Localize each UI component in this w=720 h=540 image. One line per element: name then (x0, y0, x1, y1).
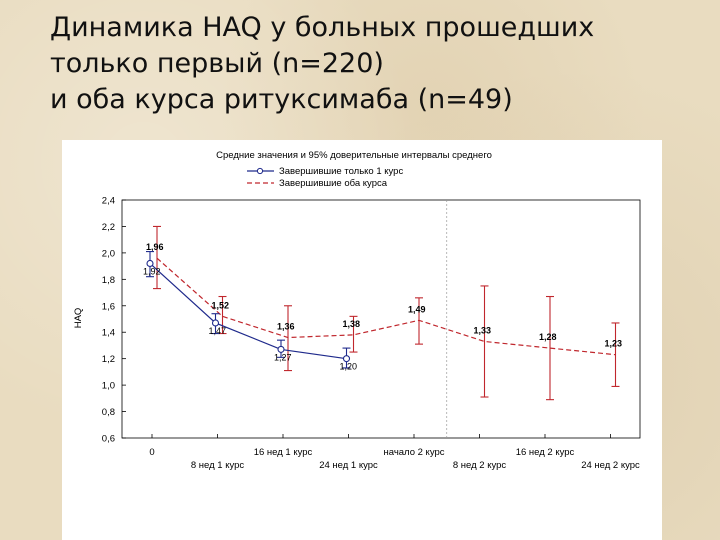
series-2-line (156, 257, 616, 356)
haq-line-chart: Средние значения и 95% доверительные инт… (73, 150, 641, 471)
series-1-line (149, 263, 347, 360)
series-group-1: 1,92 1,47 1,27 1,20 (143, 251, 358, 372)
legend-label-series-1: Завершившие только 1 курс (279, 166, 403, 177)
slide-title: Динамика HAQ у больных прошедших только … (50, 10, 690, 118)
x-tick-label: 8 нед 1 курс (191, 460, 245, 471)
y-tick-label: 0,6 (102, 434, 115, 445)
y-tick-label: 1,0 (102, 381, 115, 392)
series-1-data-label: 1,27 (274, 352, 292, 362)
series-1-data-label: 1,20 (340, 362, 358, 372)
series-2-data-label: 1,28 (539, 332, 557, 342)
series-2-data-label: 1,33 (474, 325, 492, 335)
x-tick-label: начало 2 курс (384, 447, 445, 458)
series-1-point (342, 355, 351, 363)
x-tick-label: 16 нед 2 курс (516, 447, 575, 458)
series-1-point (146, 259, 154, 268)
series-2-data-label: 1,36 (277, 322, 295, 332)
slide-title-line-3: и оба курса ритуксимаба (n=49) (50, 84, 513, 115)
chart-title: Средние значения и 95% доверительные инт… (216, 150, 492, 161)
x-axis: 0 8 нед 1 курс 16 нед 1 курс 24 нед 1 курс н… (149, 434, 640, 471)
chart-panel: Средние значения и 95% доверительные инт… (62, 140, 662, 540)
plot-frame (121, 199, 641, 439)
x-tick-label: 24 нед 1 курс (319, 460, 378, 471)
x-tick-label: 8 нед 2 курс (453, 460, 507, 471)
series-group-2: 1,96 1,52 1,36 1,38 1,49 1,33 1,28 1,23 (146, 225, 623, 401)
y-tick-label: 1,4 (102, 328, 115, 339)
slide-title-line-1: Динамика HAQ у больных прошедших (50, 12, 595, 43)
legend: Завершившие только 1 курс Завершившие об… (247, 166, 403, 189)
legend-marker-series-1 (256, 167, 264, 175)
series-2-data-label: 1,38 (343, 319, 361, 329)
x-tick-label: 24 нед 2 курс (581, 460, 640, 471)
legend-label-series-2: Завершившие оба курса (279, 178, 388, 189)
y-tick-label: 1,2 (102, 354, 115, 365)
y-tick-label: 2,4 (102, 196, 115, 207)
series-1-data-label: 1,92 (143, 266, 161, 276)
series-1-data-label: 1,47 (209, 326, 227, 336)
y-tick-label: 1,6 (102, 301, 115, 312)
x-tick-label: 16 нед 1 курс (254, 447, 313, 458)
slide-title-line-2: только первый (n=220) (50, 48, 384, 79)
x-tick-label: 0 (149, 447, 154, 458)
series-2-data-label: 1,23 (605, 339, 623, 349)
y-tick-label: 1,8 (102, 275, 115, 286)
y-tick-label: 2,0 (102, 248, 115, 259)
series-1-point (277, 345, 285, 353)
y-axis: 0,6 0,8 1,0 1,2 1,4 1,6 1,8 2,0 2,2 2,4 (102, 196, 126, 445)
y-tick-label: 0,8 (102, 407, 115, 418)
series-2-data-label: 1,52 (212, 300, 230, 310)
y-tick-label: 2,2 (102, 222, 115, 233)
y-axis-label: HAQ (73, 308, 84, 329)
series-2-data-label: 1,49 (408, 304, 426, 314)
series-1-point (211, 319, 220, 327)
series-2-data-label: 1,96 (146, 242, 164, 252)
